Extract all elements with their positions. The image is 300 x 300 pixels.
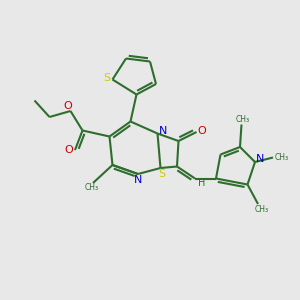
Text: S: S: [103, 73, 110, 83]
Text: CH₃: CH₃: [275, 153, 289, 162]
Text: O: O: [63, 100, 72, 111]
Text: N: N: [256, 154, 265, 164]
Text: N: N: [134, 175, 142, 185]
Text: CH₃: CH₃: [236, 115, 250, 124]
Text: S: S: [158, 169, 166, 179]
Text: H: H: [198, 178, 205, 188]
Text: N: N: [159, 125, 167, 136]
Text: O: O: [64, 145, 73, 155]
Text: O: O: [197, 125, 206, 136]
Text: CH₃: CH₃: [254, 205, 269, 214]
Text: CH₃: CH₃: [84, 183, 99, 192]
